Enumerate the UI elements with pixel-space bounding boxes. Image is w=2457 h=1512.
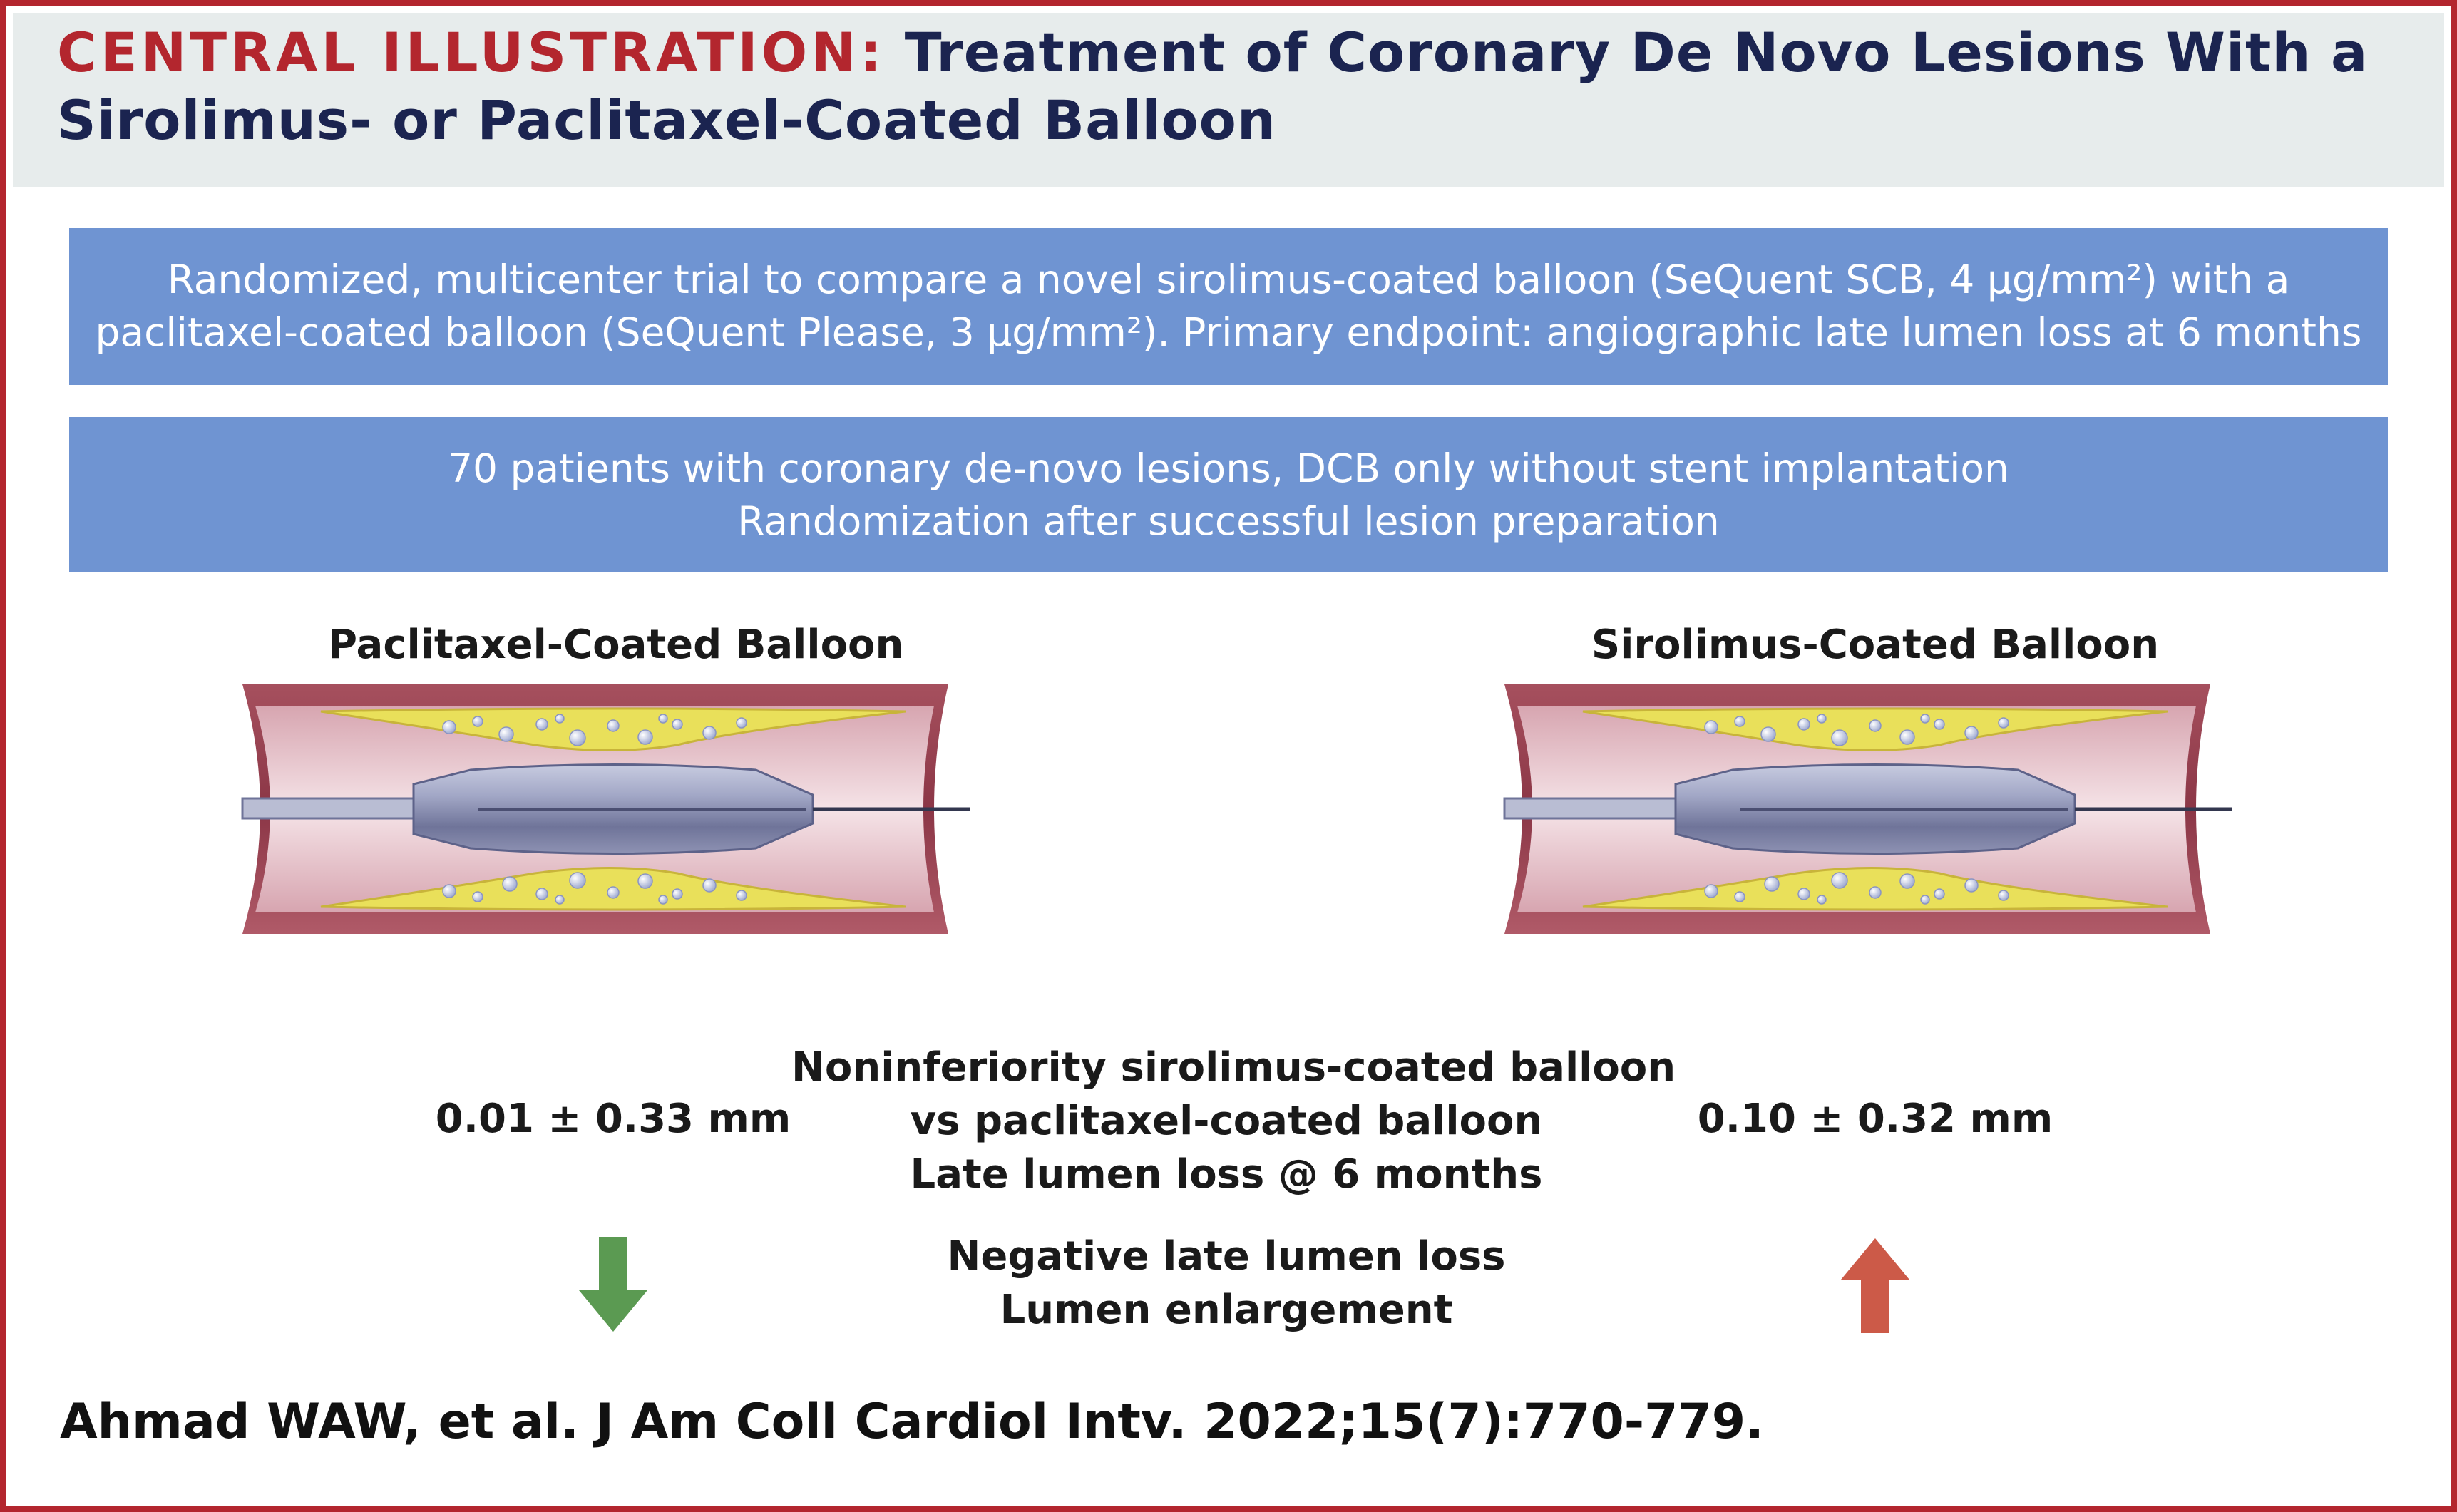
central-illustration-label: CENTRAL ILLUSTRATION:: [57, 21, 886, 84]
sirolimus-late-lumen-loss-value: 0.10 ± 0.32 mm: [1697, 1096, 2053, 1142]
population-box: 70 patients with coronary de-novo lesion…: [69, 417, 2388, 572]
citation: Ahmad WAW, et al. J Am Coll Cardiol Intv…: [60, 1394, 1764, 1450]
page-title: CENTRAL ILLUSTRATION: Treatment of Coron…: [57, 19, 2410, 154]
paclitaxel-late-lumen-loss-value: 0.01 ± 0.33 mm: [435, 1096, 791, 1142]
arrow-up-icon: [1841, 1238, 1909, 1333]
arrow-down-icon: [579, 1237, 647, 1332]
sirolimus-balloon-vessel-illustration: [1503, 684, 2232, 934]
population-line-1: 70 patients with coronary de-novo lesion…: [448, 446, 2009, 491]
title-line-1: Treatment of Coronary De Novo Lesions Wi…: [904, 21, 2369, 84]
paclitaxel-balloon-vessel-illustration: [241, 684, 970, 934]
title-line-2: Sirolimus- or Paclitaxel-Coated Balloon: [57, 88, 1276, 152]
interpretation-line-1: Negative late lumen loss: [947, 1233, 1506, 1280]
interpretation-text: Negative late lumen loss Lumen enlargeme…: [791, 1230, 1661, 1337]
noninferiority-conclusion: Noninferiority sirolimus-coated balloon …: [791, 1041, 1676, 1201]
sirolimus-balloon-title: Sirolimus-Coated Balloon: [1591, 622, 2160, 668]
conclusion-line-2: vs paclitaxel-coated balloon: [910, 1098, 1543, 1144]
conclusion-line-3: Late lumen loss @ 6 months: [910, 1151, 1543, 1198]
population-line-2: Randomization after successful lesion pr…: [737, 498, 1720, 544]
header-band: [13, 13, 2444, 187]
conclusion-line-1: Noninferiority sirolimus-coated balloon: [791, 1044, 1676, 1091]
trial-design-line-2: paclitaxel-coated balloon (SeQuent Pleas…: [95, 309, 2362, 355]
paclitaxel-balloon-title: Paclitaxel-Coated Balloon: [328, 622, 904, 668]
interpretation-line-2: Lumen enlargement: [1000, 1287, 1453, 1333]
trial-design-box: Randomized, multicenter trial to compare…: [69, 228, 2388, 385]
trial-design-line-1: Randomized, multicenter trial to compare…: [167, 257, 2290, 302]
